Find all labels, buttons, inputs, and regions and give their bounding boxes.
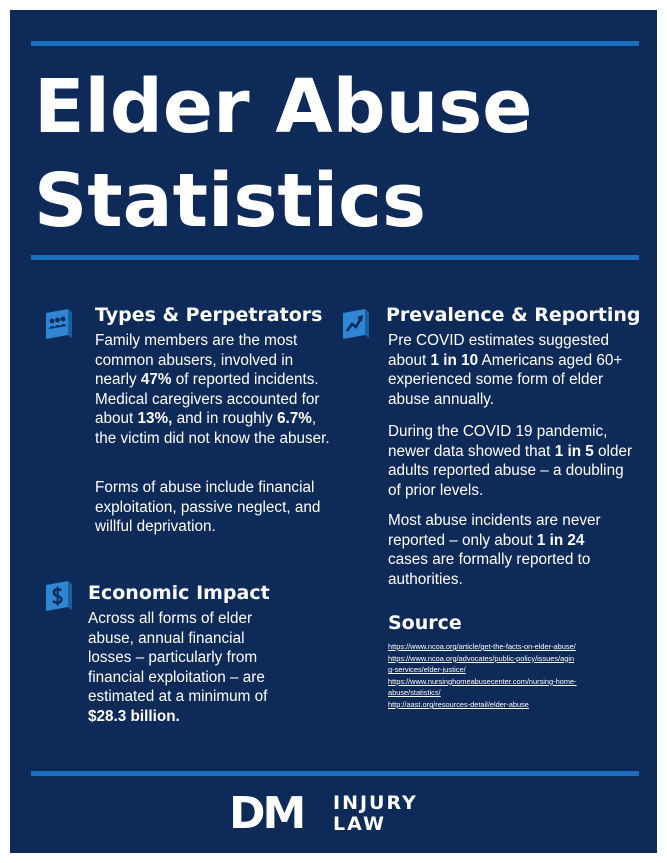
title-line-1: Elder Abuse (34, 64, 533, 150)
source-link[interactable]: https://www.nursinghomeabusecenter.com/n… (388, 676, 577, 698)
title-divider (31, 255, 639, 260)
prevalence-paragraph-2: During the COVID 19 pandemic, newer data… (388, 423, 633, 499)
dm-injury-law-logo: DM INJURY LAW (229, 792, 449, 836)
types-paragraph-2: Forms of abuse include financial exploit… (95, 479, 321, 536)
page-title: Elder Abuse Statistics (34, 60, 634, 248)
economic-heading: Economic Impact (88, 582, 270, 604)
logo-wordmark: INJURY LAW (333, 793, 418, 835)
title-line-2: Statistics (34, 158, 427, 244)
prevalence-heading: Prevalence & Reporting (386, 304, 641, 326)
top-divider (31, 41, 639, 46)
source-heading: Source (388, 612, 462, 634)
prevalence-paragraph-3: Most abuse incidents are never reported … (388, 512, 601, 588)
trend-up-icon (339, 307, 371, 341)
types-heading: Types & Perpetrators (95, 304, 323, 326)
logo-word-law: LAW (333, 813, 386, 835)
footer-divider (31, 771, 639, 776)
infographic: Elder Abuse Statistics Types & Perpetrat… (10, 10, 657, 853)
source-link[interactable]: https://www.ncoa.org/advocates/public-po… (388, 653, 575, 675)
source-link[interactable]: https://www.ncoa.org/article/get-the-fac… (388, 642, 576, 651)
logo-word-injury: INJURY (333, 792, 418, 814)
source-link[interactable]: http://aast.org/resources-detail/elder-a… (388, 699, 529, 709)
people-icon (42, 307, 74, 341)
prevalence-paragraph-1: Pre COVID estimates suggested about 1 in… (388, 332, 623, 408)
economic-paragraph: Across all forms of elder abuse, annual … (88, 610, 268, 725)
types-paragraph-1: Family members are the most common abuse… (95, 332, 330, 447)
logo-mark: DM (229, 788, 306, 839)
dollar-icon (42, 579, 74, 613)
source-list: https://www.ncoa.org/article/get-the-fac… (388, 641, 578, 711)
